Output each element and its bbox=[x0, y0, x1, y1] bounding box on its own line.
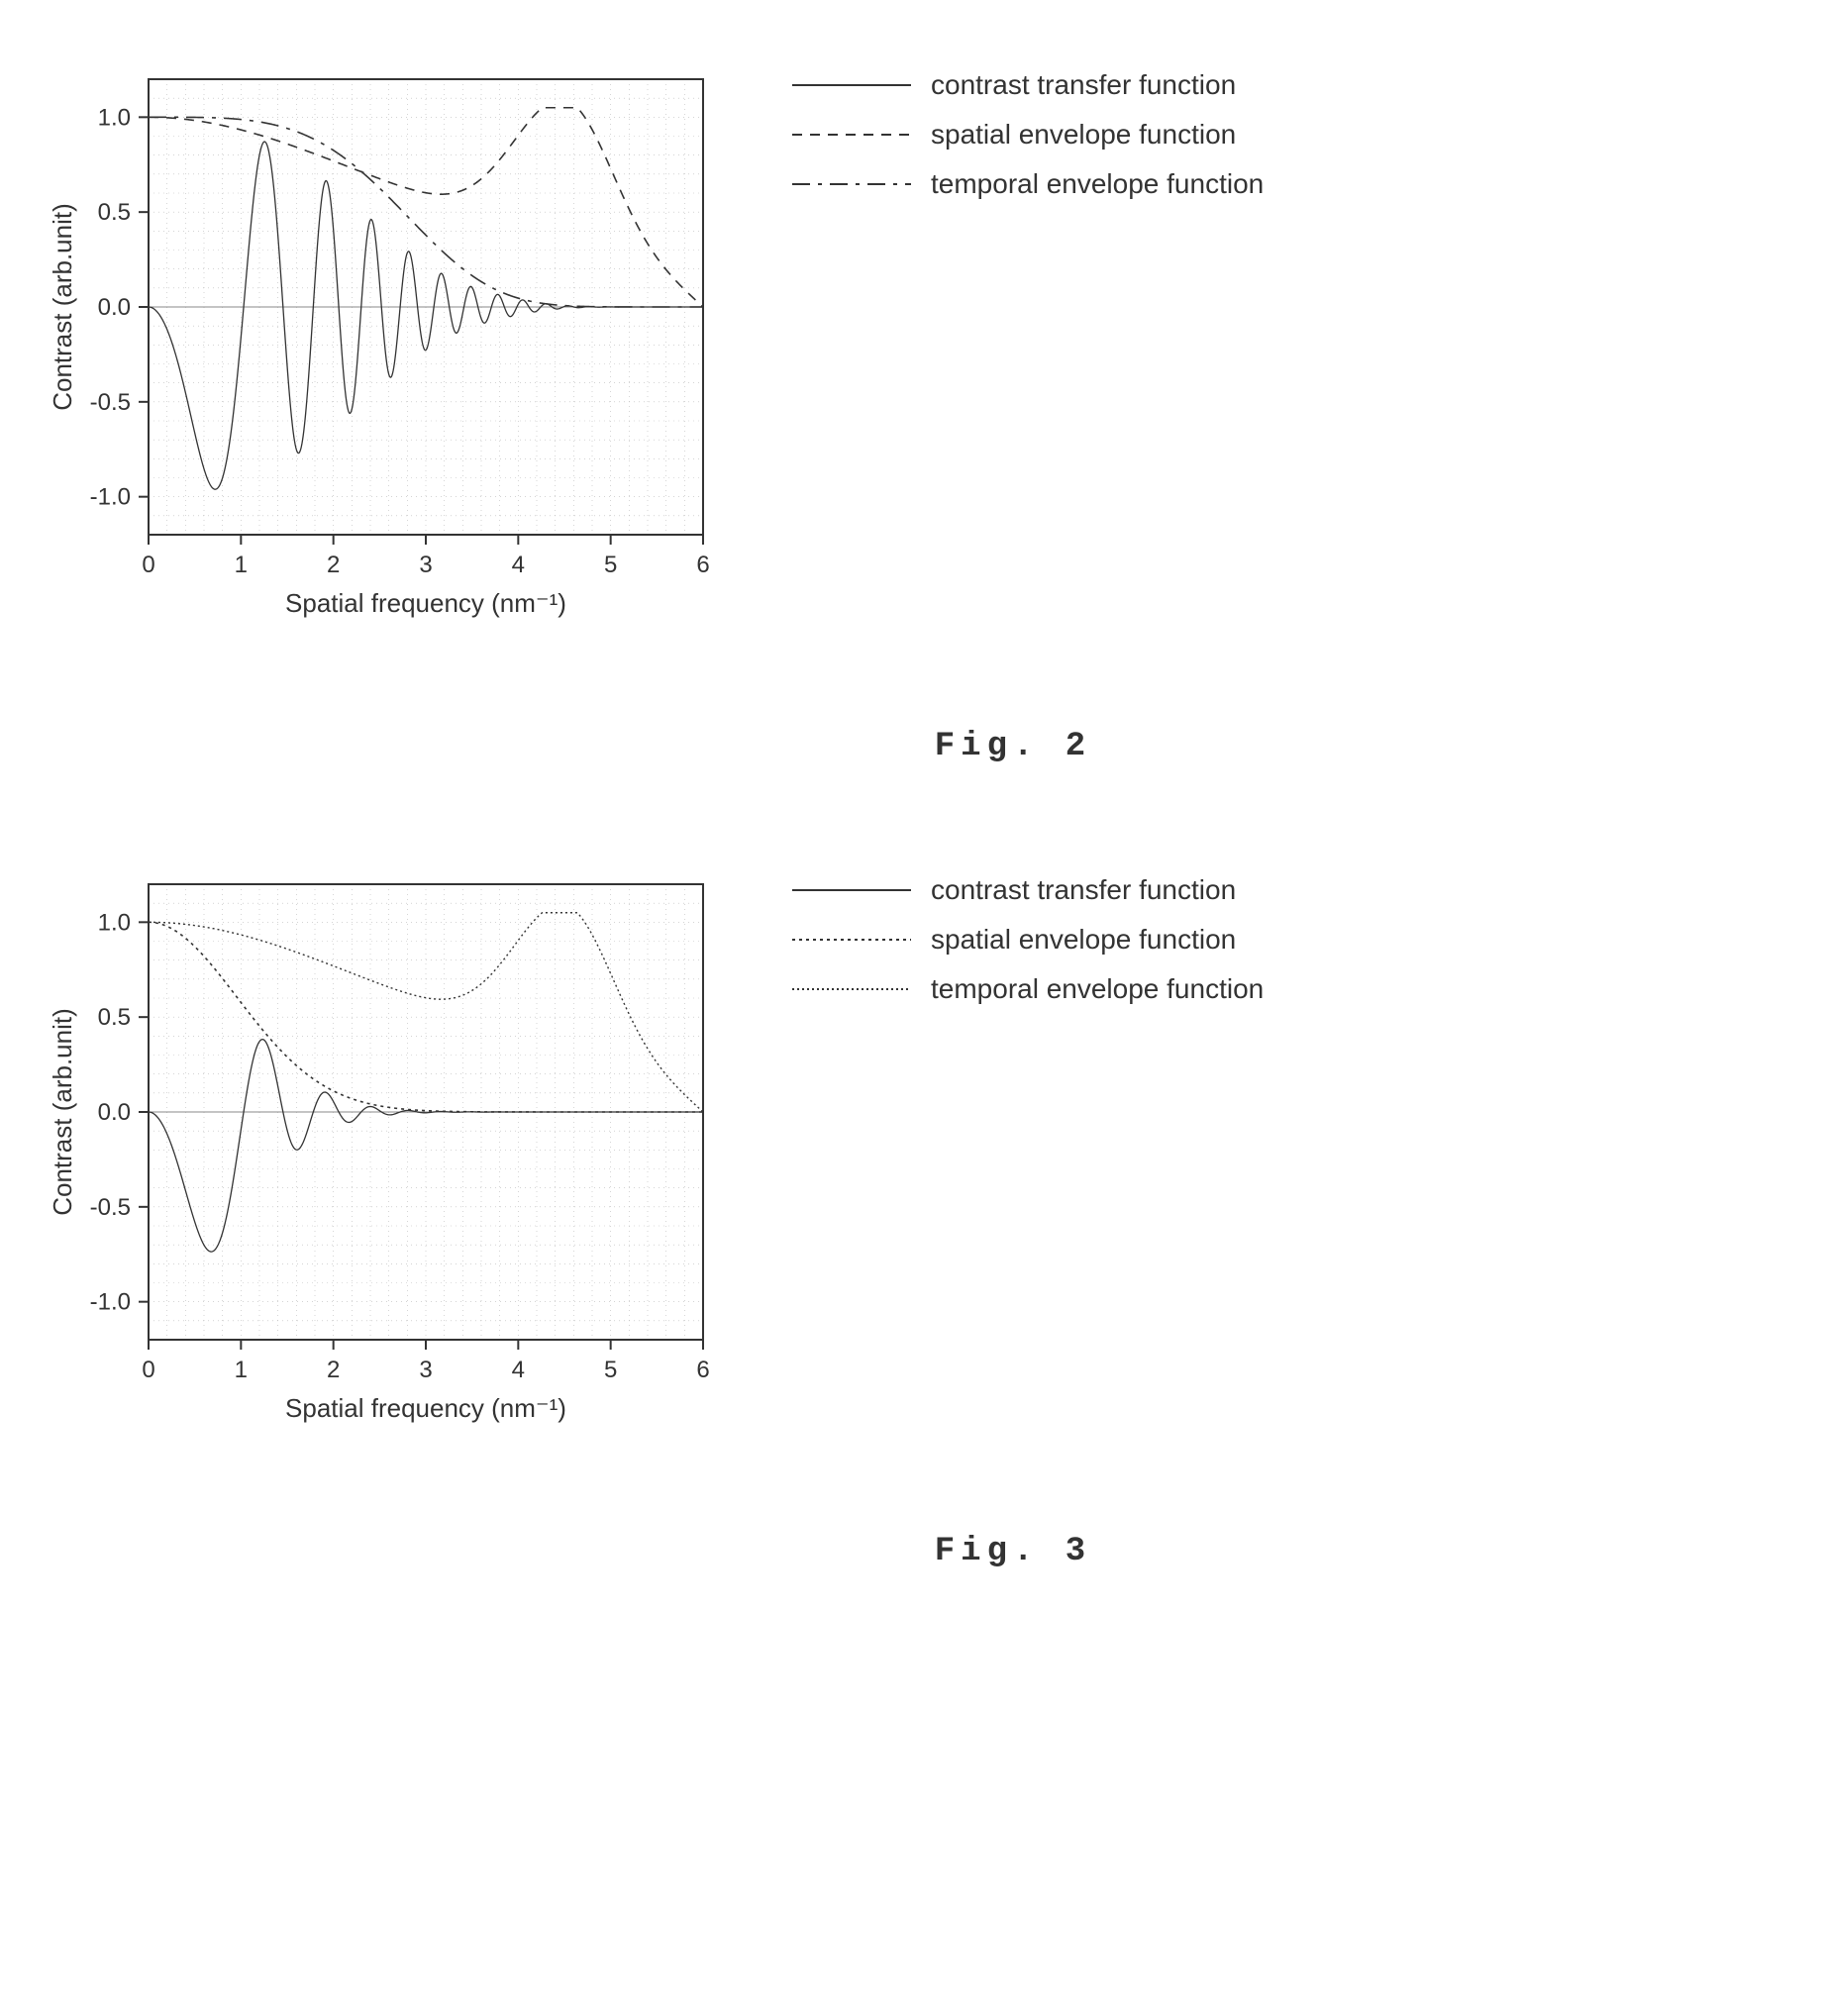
svg-text:0.0: 0.0 bbox=[98, 1099, 131, 1126]
figure-3-row: 0 1 2 3 4 5 6 -1.0 -0.5 0.0 0.5 1.0 Spatial frequenc… bbox=[40, 864, 1788, 1503]
legend-label: temporal envelope function bbox=[931, 168, 1264, 200]
svg-text:6: 6 bbox=[696, 552, 709, 578]
legend-swatch bbox=[792, 979, 911, 999]
legend-label: contrast transfer function bbox=[931, 874, 1236, 906]
svg-text:3: 3 bbox=[419, 552, 432, 578]
legend-item: temporal envelope function bbox=[792, 973, 1264, 1005]
svg-text:1: 1 bbox=[235, 1357, 248, 1383]
svg-text:1.0: 1.0 bbox=[98, 104, 131, 131]
svg-text:4: 4 bbox=[512, 1357, 525, 1383]
legend-item: temporal envelope function bbox=[792, 168, 1264, 200]
legend-swatch bbox=[792, 75, 911, 95]
fig2-caption: Fig. 2 bbox=[238, 728, 1788, 765]
legend-swatch bbox=[792, 880, 911, 900]
legend-label: spatial envelope function bbox=[931, 924, 1236, 956]
legend-label: temporal envelope function bbox=[931, 973, 1264, 1005]
svg-text:0: 0 bbox=[142, 1357, 154, 1383]
legend-item: contrast transfer function bbox=[792, 69, 1264, 101]
svg-text:0.5: 0.5 bbox=[98, 1004, 131, 1031]
svg-text:0.5: 0.5 bbox=[98, 199, 131, 226]
svg-text:Contrast (arb.unit): Contrast (arb.unit) bbox=[48, 203, 77, 411]
figure-2: 0 1 2 3 4 5 6 -1.0 -0.5 0.0 0.5 1.0 Spatial frequenc… bbox=[40, 59, 1788, 765]
svg-text:Spatial frequency (nm⁻¹): Spatial frequency (nm⁻¹) bbox=[285, 1393, 566, 1423]
legend-swatch bbox=[792, 174, 911, 194]
figure-3: 0 1 2 3 4 5 6 -1.0 -0.5 0.0 0.5 1.0 Spatial frequenc… bbox=[40, 864, 1788, 1570]
fig3-svg: 0 1 2 3 4 5 6 -1.0 -0.5 0.0 0.5 1.0 Spatial frequenc… bbox=[40, 864, 753, 1498]
svg-text:-1.0: -1.0 bbox=[90, 1289, 131, 1316]
fig3-caption: Fig. 3 bbox=[238, 1533, 1788, 1570]
svg-text:1: 1 bbox=[235, 552, 248, 578]
svg-text:3: 3 bbox=[419, 1357, 432, 1383]
svg-text:5: 5 bbox=[604, 1357, 617, 1383]
svg-text:-1.0: -1.0 bbox=[90, 484, 131, 511]
legend-item: spatial envelope function bbox=[792, 119, 1264, 151]
svg-text:-0.5: -0.5 bbox=[90, 389, 131, 416]
legend-swatch bbox=[792, 125, 911, 145]
fig3-legend: contrast transfer function spatial envelo… bbox=[792, 874, 1264, 1023]
svg-text:Spatial frequency (nm⁻¹): Spatial frequency (nm⁻¹) bbox=[285, 588, 566, 618]
legend-label: contrast transfer function bbox=[931, 69, 1236, 101]
svg-text:0: 0 bbox=[142, 552, 154, 578]
figure-3-chart: 0 1 2 3 4 5 6 -1.0 -0.5 0.0 0.5 1.0 Spatial frequenc… bbox=[40, 864, 753, 1503]
svg-text:1.0: 1.0 bbox=[98, 909, 131, 936]
svg-text:-0.5: -0.5 bbox=[90, 1194, 131, 1221]
legend-swatch bbox=[792, 930, 911, 950]
svg-text:5: 5 bbox=[604, 552, 617, 578]
figure-2-row: 0 1 2 3 4 5 6 -1.0 -0.5 0.0 0.5 1.0 Spatial frequenc… bbox=[40, 59, 1788, 698]
svg-text:4: 4 bbox=[512, 552, 525, 578]
svg-text:2: 2 bbox=[327, 1357, 340, 1383]
svg-text:6: 6 bbox=[696, 1357, 709, 1383]
fig2-legend: contrast transfer function spatial envelo… bbox=[792, 69, 1264, 218]
legend-label: spatial envelope function bbox=[931, 119, 1236, 151]
svg-text:0.0: 0.0 bbox=[98, 294, 131, 321]
figure-2-chart: 0 1 2 3 4 5 6 -1.0 -0.5 0.0 0.5 1.0 Spatial frequenc… bbox=[40, 59, 753, 698]
fig2-svg: 0 1 2 3 4 5 6 -1.0 -0.5 0.0 0.5 1.0 Spatial frequenc… bbox=[40, 59, 753, 693]
svg-text:Contrast (arb.unit): Contrast (arb.unit) bbox=[48, 1008, 77, 1216]
legend-item: contrast transfer function bbox=[792, 874, 1264, 906]
svg-text:2: 2 bbox=[327, 552, 340, 578]
legend-item: spatial envelope function bbox=[792, 924, 1264, 956]
